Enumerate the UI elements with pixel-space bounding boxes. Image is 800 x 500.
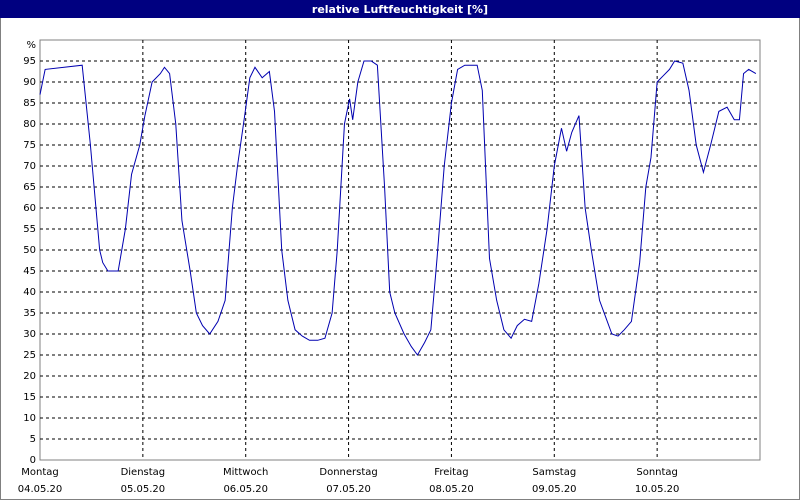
y-tick-label: 55 <box>23 224 36 235</box>
y-tick-label: 25 <box>23 350 36 361</box>
y-tick-label: 30 <box>23 329 36 340</box>
y-tick-label: 80 <box>23 119 36 130</box>
x-tick-date: 05.05.20 <box>121 484 166 495</box>
chart-title: relative Luftfeuchtigkeit [%] <box>312 3 488 16</box>
y-tick-label: 70 <box>23 161 36 172</box>
y-tick-label: 50 <box>23 245 36 256</box>
humidity-line <box>39 60 757 356</box>
x-tick-label: Dienstag <box>121 467 166 478</box>
y-tick-label: 85 <box>23 98 36 109</box>
title-bar <box>0 0 800 18</box>
y-tick-label: 65 <box>23 182 36 193</box>
x-tick-label: Samstag <box>532 467 576 478</box>
x-tick-date: 09.05.20 <box>532 484 577 495</box>
y-unit: % <box>26 40 36 51</box>
x-tick-date: 08.05.20 <box>429 484 474 495</box>
x-tick-date: 04.05.20 <box>18 484 63 495</box>
x-tick-label: Mittwoch <box>223 467 268 478</box>
x-tick-date: 06.05.20 <box>223 484 268 495</box>
x-tick-date: 07.05.20 <box>326 484 371 495</box>
y-tick-label: 75 <box>23 140 36 151</box>
y-tick-label: 10 <box>23 413 36 424</box>
x-tick-label: Freitag <box>434 467 468 478</box>
y-tick-label: 90 <box>23 77 36 88</box>
x-tick-date: 10.05.20 <box>635 484 680 495</box>
y-tick-label: 60 <box>23 203 36 214</box>
x-tick-label: Donnerstag <box>319 467 377 478</box>
y-tick-label: 20 <box>23 371 36 382</box>
y-tick-label: 15 <box>23 392 36 403</box>
y-tick-label: 5 <box>30 434 36 445</box>
y-tick-label: 45 <box>23 266 36 277</box>
y-tick-label: 40 <box>23 287 36 298</box>
x-tick-label: Montag <box>21 467 58 478</box>
y-tick-label: 95 <box>23 56 36 67</box>
y-tick-label: 35 <box>23 308 36 319</box>
y-tick-label: 0 <box>30 455 36 466</box>
x-tick-label: Sonntag <box>636 467 678 478</box>
